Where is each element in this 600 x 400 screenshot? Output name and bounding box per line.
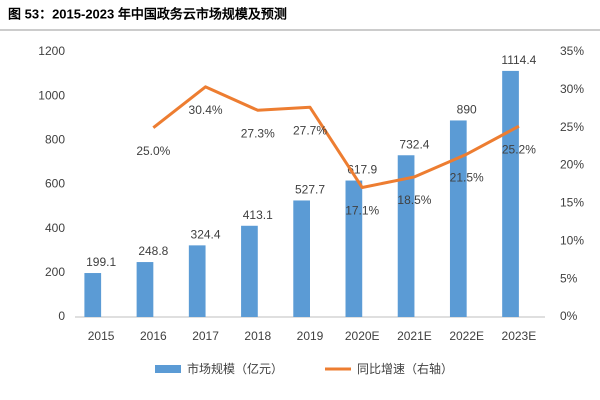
y2-tick-label: 10%: [560, 233, 584, 247]
bar-label: 617.9: [347, 163, 377, 177]
line-label: 17.1%: [345, 204, 379, 218]
x-tick-label: 2018: [244, 329, 271, 343]
x-tick-label: 2016: [140, 329, 167, 343]
line-label: 27.3%: [241, 126, 275, 140]
bar-label: 1114.4: [501, 53, 536, 67]
y2-tick-label: 5%: [560, 271, 578, 285]
bar-label: 248.8: [138, 244, 168, 258]
x-tick-label: 2017: [192, 329, 219, 343]
bar: [188, 245, 206, 317]
line-label: 21.5%: [450, 170, 484, 184]
bar-label: 890: [457, 103, 477, 117]
y2-tick-label: 20%: [560, 158, 584, 172]
y2-tick-label: 30%: [560, 82, 584, 96]
legend-swatch: [155, 365, 181, 373]
x-tick-label: 2023E: [502, 329, 537, 343]
y2-tick-label: 35%: [560, 44, 584, 58]
bar: [136, 262, 154, 317]
y-tick-label: 400: [45, 221, 65, 235]
y2-tick-label: 15%: [560, 196, 584, 210]
y2-tick-label: 25%: [560, 120, 584, 134]
bar-label: 527.7: [295, 183, 325, 197]
y-tick-label: 1000: [38, 88, 65, 102]
y-tick-label: 200: [45, 265, 65, 279]
line: [152, 85, 520, 190]
y-tick-label: 0: [58, 309, 65, 323]
bar: [293, 200, 310, 317]
bar: [345, 180, 363, 317]
x-tick-label: 2022E: [449, 329, 484, 343]
bar: [241, 225, 258, 317]
legend-label: 市场规模（亿元）: [187, 361, 283, 376]
x-tick-label: 2020E: [345, 329, 380, 343]
bar: [449, 120, 467, 317]
line-label: 25.2%: [502, 142, 536, 156]
y-tick-label: 1200: [38, 44, 65, 58]
line-label: 18.5%: [397, 193, 431, 207]
y-tick-label: 800: [45, 133, 65, 147]
y2-tick-label: 0%: [560, 309, 578, 323]
bar-label: 413.1: [243, 208, 273, 222]
line-label: 25.0%: [136, 144, 170, 158]
legend-label: 同比增速（右轴）: [357, 361, 453, 376]
y-tick-label: 600: [45, 177, 65, 191]
chart-title: 图 53：2015-2023 年中国政务云市场规模及预测: [8, 6, 287, 21]
bar: [502, 70, 519, 317]
x-tick-label: 2021E: [397, 329, 432, 343]
bar-label: 199.1: [86, 255, 116, 269]
bar: [397, 155, 415, 317]
bar-label: 324.4: [191, 228, 221, 242]
line-label: 30.4%: [189, 103, 223, 117]
bar: [84, 273, 102, 317]
line-label: 27.7%: [293, 123, 327, 137]
x-tick-label: 2015: [88, 329, 115, 343]
x-tick-label: 2019: [297, 329, 324, 343]
bar-label: 732.4: [399, 137, 429, 151]
